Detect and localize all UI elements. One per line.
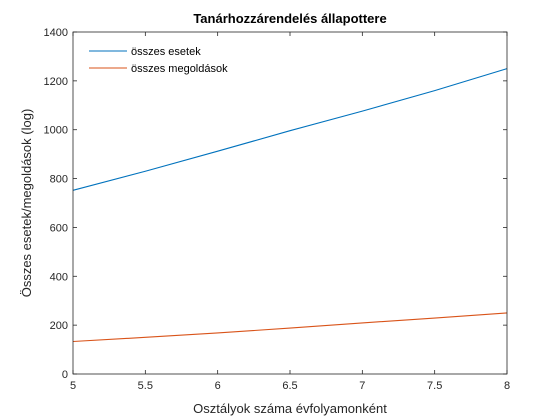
x-tick-label: 5.5	[138, 380, 153, 392]
chart-title: Tanárhozzárendelés állapottere	[193, 11, 386, 26]
plot-background	[73, 32, 507, 374]
series-line-2	[72, 312, 508, 343]
y-tick-label: 400	[50, 271, 68, 283]
y-tick-label: 600	[50, 222, 68, 234]
y-tick-label: 1400	[44, 27, 68, 39]
y-tick-label: 200	[50, 320, 68, 332]
legend-entry-1: összes esetek	[131, 46, 201, 58]
x-axis-label: Osztályok száma évfolyamonként	[193, 401, 387, 416]
legend-entry-2: összes megoldások	[131, 63, 228, 75]
series-line-1	[72, 68, 508, 191]
x-tick-label: 5	[70, 380, 76, 392]
y-tick-label: 800	[50, 174, 68, 186]
y-tick-label: 1000	[44, 125, 68, 137]
x-tick-label: 7.5	[427, 380, 442, 392]
y-axis-label: Összes esetek/megoldások (log)	[19, 109, 34, 298]
plot-area: 5 5.5 6 6.5 7 7.5 8 0 200 400 600 800 1000 1200 1400	[44, 27, 511, 392]
y-tick-label: 0	[62, 369, 68, 381]
legend: összes esetek összes megoldások	[89, 46, 228, 75]
x-tick-label: 6.5	[282, 380, 297, 392]
y-tick-label: 1200	[44, 76, 68, 88]
x-tick-label: 6	[215, 380, 221, 392]
x-tick-label: 7	[359, 380, 365, 392]
x-tick-label: 8	[504, 380, 510, 392]
